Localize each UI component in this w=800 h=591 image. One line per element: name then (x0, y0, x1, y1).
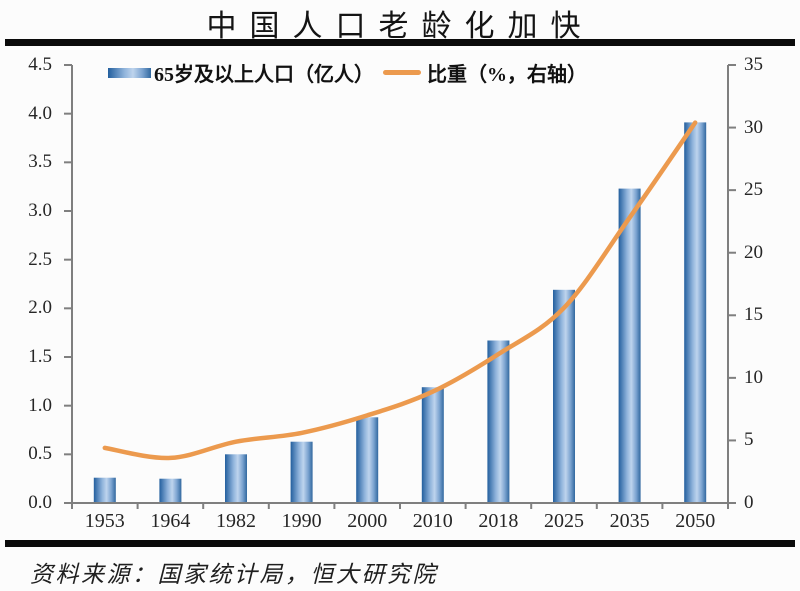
bottom-divider (5, 540, 795, 547)
x-tick-label: 2035 (609, 510, 650, 532)
legend: 65岁及以上人口（亿人） 比重（%，右轴） (108, 58, 587, 87)
y-left-tick-label: 3.0 (28, 200, 52, 221)
y-right-tick-label: 30 (744, 116, 763, 138)
x-tick-label: 2025 (544, 510, 584, 532)
bar-2018 (487, 340, 510, 503)
x-tick-label: 2018 (478, 510, 519, 532)
x-tick-label: 1964 (150, 510, 191, 532)
y-left-tick-label: 0.0 (28, 492, 52, 513)
bar-1982 (225, 454, 247, 503)
bar-1990 (290, 441, 313, 503)
y-right-tick-label: 10 (744, 366, 763, 388)
top-divider (5, 39, 795, 46)
x-tick-label: 1990 (281, 510, 322, 532)
bar-2025 (553, 289, 575, 503)
y-left-tick-label: 4.5 (28, 54, 52, 75)
legend-bar-label: 65岁及以上人口（亿人） (154, 64, 374, 86)
x-tick-label: 1982 (216, 510, 256, 532)
trend-line (102, 120, 698, 461)
bar-2010 (421, 387, 444, 503)
y-left-tick-label: 1.0 (28, 394, 52, 416)
x-tick-label: 2050 (675, 510, 716, 532)
y-right-tick-label: 20 (744, 241, 763, 263)
bar-1964 (159, 478, 182, 503)
bar-1953 (93, 477, 116, 503)
x-tick-label: 2000 (347, 510, 388, 532)
x-tick-label: 1953 (84, 510, 125, 532)
bar-2000 (356, 417, 379, 503)
legend-line-label: 比重（%，右轴） (427, 64, 587, 86)
y-right-tick-label: 25 (744, 179, 763, 201)
y-left-tick-label: 2.5 (28, 248, 52, 270)
y-right-tick-label: 35 (744, 54, 763, 75)
y-right-tick-label: 0 (744, 492, 754, 513)
bar-2035 (618, 188, 641, 503)
y-left-tick-label: 0.5 (28, 443, 52, 465)
y-left-tick-label: 1.5 (28, 346, 52, 367)
y-left-tick-label: 4.0 (28, 102, 52, 124)
y-left-tick-label: 2.0 (28, 297, 52, 319)
x-tick-label: 2010 (412, 510, 453, 532)
y-right-tick-label: 5 (744, 429, 754, 451)
source-note: 资料来源：国家统计局，恒大研究院 (30, 562, 438, 587)
y-left-tick-label: 3.5 (28, 151, 52, 173)
legend-bar-swatch (108, 67, 151, 78)
bar-2050 (684, 122, 707, 504)
chart-title: 中国人口老龄化加快 (206, 10, 594, 43)
y-right-tick-label: 15 (744, 304, 763, 326)
legend-line-swatch (383, 70, 421, 75)
